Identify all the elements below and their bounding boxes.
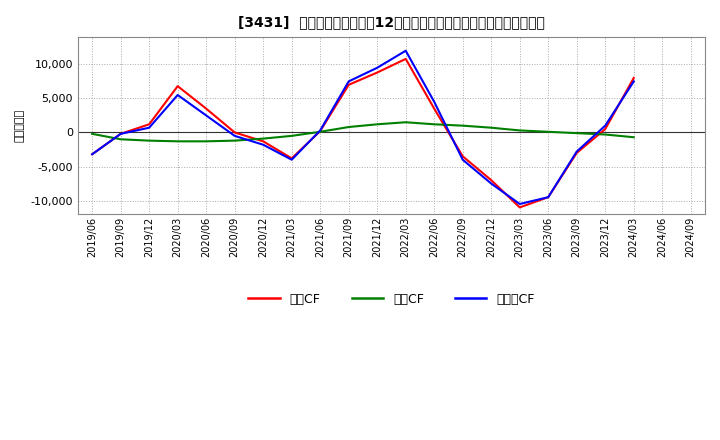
投資CF: [459, 123, 467, 128]
営業CF: [572, 150, 581, 156]
フリーCF: [287, 157, 296, 162]
投資CF: [544, 129, 552, 135]
Y-axis label: （百万円）: （百万円）: [15, 109, 25, 142]
フリーCF: [88, 152, 96, 157]
投資CF: [145, 138, 153, 143]
投資CF: [174, 139, 182, 144]
投資CF: [572, 131, 581, 136]
投資CF: [373, 121, 382, 127]
フリーCF: [117, 131, 125, 136]
フリーCF: [629, 79, 638, 84]
営業CF: [344, 82, 353, 88]
Line: フリーCF: フリーCF: [92, 51, 634, 204]
営業CF: [629, 75, 638, 81]
営業CF: [487, 177, 495, 183]
フリーCF: [230, 133, 239, 139]
投資CF: [88, 131, 96, 136]
営業CF: [401, 56, 410, 62]
営業CF: [287, 156, 296, 161]
営業CF: [88, 152, 96, 157]
Legend: 営業CF, 投資CF, フリーCF: 営業CF, 投資CF, フリーCF: [243, 288, 540, 311]
フリーCF: [487, 181, 495, 186]
フリーCF: [401, 48, 410, 53]
営業CF: [230, 130, 239, 135]
投資CF: [316, 129, 325, 135]
投資CF: [401, 120, 410, 125]
投資CF: [601, 132, 610, 137]
フリーCF: [259, 142, 268, 147]
フリーCF: [344, 79, 353, 84]
投資CF: [629, 135, 638, 140]
Line: 営業CF: 営業CF: [92, 59, 634, 207]
営業CF: [145, 121, 153, 127]
Title: [3431]  キャッシュフローの12か月移動合計の対前年同期増減額の推移: [3431] キャッシュフローの12か月移動合計の対前年同期増減額の推移: [238, 15, 545, 29]
フリーCF: [516, 202, 524, 207]
投資CF: [117, 137, 125, 142]
フリーCF: [601, 123, 610, 128]
フリーCF: [316, 128, 325, 133]
フリーCF: [373, 65, 382, 70]
投資CF: [202, 139, 210, 144]
営業CF: [316, 128, 325, 134]
営業CF: [430, 106, 438, 111]
フリーCF: [459, 157, 467, 162]
営業CF: [459, 154, 467, 159]
投資CF: [344, 125, 353, 130]
フリーCF: [572, 149, 581, 154]
投資CF: [230, 138, 239, 143]
投資CF: [487, 125, 495, 130]
営業CF: [544, 194, 552, 200]
営業CF: [373, 70, 382, 75]
投資CF: [430, 121, 438, 127]
投資CF: [259, 136, 268, 141]
営業CF: [202, 106, 210, 111]
営業CF: [516, 205, 524, 210]
営業CF: [259, 139, 268, 144]
フリーCF: [202, 113, 210, 118]
フリーCF: [544, 194, 552, 200]
Line: 投資CF: 投資CF: [92, 122, 634, 141]
フリーCF: [174, 92, 182, 98]
営業CF: [601, 126, 610, 132]
投資CF: [287, 133, 296, 139]
営業CF: [117, 131, 125, 136]
営業CF: [174, 84, 182, 89]
フリーCF: [145, 125, 153, 130]
フリーCF: [430, 99, 438, 104]
投資CF: [516, 128, 524, 133]
